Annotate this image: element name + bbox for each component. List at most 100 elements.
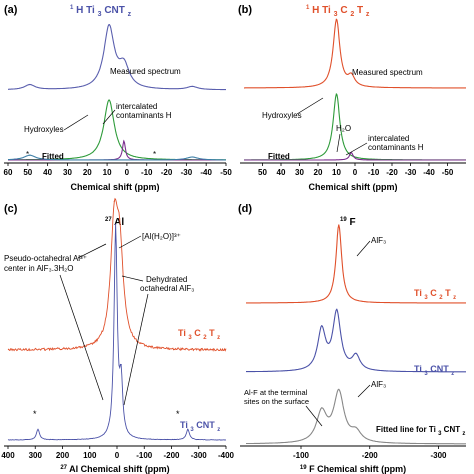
panel-b-annot-fitted: Fitted <box>268 152 290 161</box>
panel-a-xlabel: Chemical shift (ppm) <box>70 182 159 192</box>
peak-point-c-1-2 <box>119 218 121 220</box>
x-tick-label-c-7: -300 <box>191 451 208 460</box>
peak-point-a-4-1 <box>29 154 31 156</box>
x-tick-label-a-7: -10 <box>141 168 153 177</box>
series-label-d-ti3c2tz-e: T <box>445 288 451 298</box>
panel-b-annot-intercalated: intercalated <box>368 134 409 143</box>
peak-point-d-3-1 <box>321 407 323 409</box>
x-tick-label-a-9: -30 <box>181 168 193 177</box>
panel-c-title: 27 Al <box>105 213 124 228</box>
panel-c: 27 Al 400 300 200 100 0 -100 -200 -300 -400 27 A… <box>1 197 235 474</box>
x-tick-label-a-1: 50 <box>23 168 32 177</box>
panel-a-title-mid: CNT <box>104 5 125 16</box>
peak-point-d-3-2 <box>338 388 340 390</box>
x-tick-label-b-7: -20 <box>386 168 398 177</box>
panel-d-xlabel: 19 F Chemical shift (ppm) <box>300 461 406 474</box>
x-tick-label-c-3: 100 <box>83 451 97 460</box>
x-tick-label-b-5: 0 <box>353 168 358 177</box>
series-label-c-ti3c2tz-b: 3 <box>188 335 192 341</box>
x-tick-label-d-0: -100 <box>293 451 310 460</box>
peak-point-d-3-3 <box>355 426 357 428</box>
panel-label-b: (b) <box>238 4 252 16</box>
series-label-c-ti3c2tz-d: 2 <box>203 335 207 341</box>
peak-point-c-2-3 <box>37 428 39 430</box>
panel-b-title-mid: C <box>340 5 347 16</box>
panel-a-title-sub2: z <box>128 11 132 18</box>
series-label-d-ti3c2tz: Ti 3 C 2 T z <box>414 288 456 301</box>
panel-b-xlabel: Chemical shift (ppm) <box>308 182 397 192</box>
peak-point-d-2-1 <box>321 325 323 327</box>
x-tick-label-b-1: 40 <box>277 168 286 177</box>
series-label-d-ti3cntz: Ti 3 CNT z <box>414 364 454 377</box>
panel-d-fitted-label-sub2: z <box>462 431 465 437</box>
panel-a-annot-star-right: * <box>153 150 156 159</box>
panel-a-annot-contaminants: contaminants H <box>116 111 172 120</box>
peak-point-a-4-2 <box>191 156 193 158</box>
series-label-c-ti3c2tz: Ti 3 C 2 T z <box>178 328 220 341</box>
peak-point-a-3-1 <box>123 140 125 142</box>
panel-a-title-sub: 3 <box>98 11 102 18</box>
series-label-c-ti3c2tz-a: Ti <box>178 328 186 338</box>
panel-c-xlabel: 27 Al Chemical shift (ppm) <box>60 461 169 474</box>
panel-b-title-end: T <box>357 5 363 16</box>
x-tick-label-d-2: -300 <box>430 451 447 460</box>
x-tick-label-a-10: -40 <box>200 168 212 177</box>
panel-b-title: 1 H Ti 3 C 2 T z <box>306 1 370 19</box>
panel-d-alf-arrow <box>305 405 323 427</box>
peak-point-c-2-4 <box>187 428 189 430</box>
x-tick-label-c-2: 200 <box>56 451 70 460</box>
peak-point-a-2-1 <box>108 99 110 101</box>
panel-b-annot-measured: Measured spectrum <box>352 68 423 77</box>
x-tick-label-a-5: 10 <box>103 168 112 177</box>
panel-b-annot-contaminants: contaminants H <box>368 143 424 152</box>
series-label-d-ti3c2tz-b: 3 <box>424 295 428 301</box>
peak-point-a-1-3 <box>29 83 31 86</box>
series-line-a-1 <box>8 24 226 91</box>
x-tick-label-b-10: -50 <box>442 168 454 177</box>
x-tick-label-d-1: -200 <box>362 451 379 460</box>
panel-b-intercalated-arrow <box>345 142 368 156</box>
panel-a-hydroxyles-arrow <box>63 114 89 131</box>
panel-c-dehydrated-arrow-b <box>123 293 149 406</box>
peak-point-c-2-2 <box>120 364 122 366</box>
panel-c-alh2o-arrow <box>118 235 142 249</box>
series-label-c-ti3c2tz-e: T <box>209 328 215 338</box>
panel-c-annot-pseudo1: Pseudo-octahedral Al³⁺ <box>4 254 87 263</box>
panel-a-annot-hydroxyles: Hydroxyles <box>24 125 64 134</box>
series-line-b-3 <box>244 151 466 161</box>
panel-c-title-sup: 27 <box>105 217 112 223</box>
panel-c-annot-dehydrated1: Dehydrated <box>146 275 187 284</box>
panel-c-xlabel-sup: 27 <box>60 465 67 471</box>
x-tick-label-c-5: -100 <box>136 451 153 460</box>
x-tick-label-b-9: -40 <box>423 168 435 177</box>
panel-d-xlabel-sup: 19 <box>300 465 307 471</box>
peak-point-a-1-2 <box>123 58 125 60</box>
x-tick-label-b-0: 50 <box>258 168 267 177</box>
panel-b-hydroxyles-arrow <box>296 97 324 115</box>
panel-c-dehydrated-arrow-a <box>121 275 144 282</box>
panel-a-annot-measured: Measured spectrum <box>110 67 181 76</box>
panel-d-title: 19 F <box>340 213 356 228</box>
panel-c-annot-dehydrated2: octahedral AlF₃ <box>140 284 194 293</box>
x-tick-label-a-3: 30 <box>63 168 72 177</box>
panel-a-title-h: H Ti <box>76 5 95 16</box>
peak-point-b-1-2 <box>350 72 352 74</box>
x-tick-label-a-11: -50 <box>220 168 232 177</box>
x-tick-label-a-0: 60 <box>4 168 13 177</box>
panel-b-title-sub2: 2 <box>350 11 354 18</box>
series-line-b-1 <box>244 18 466 89</box>
x-tick-label-b-6: -10 <box>368 168 380 177</box>
peak-point-a-1-4 <box>191 85 193 87</box>
series-label-d-ti3cntz-b: 3 <box>424 371 428 377</box>
x-tick-label-a-4: 20 <box>83 168 92 177</box>
panel-b-annot-hydroxyles: Hydroxyles <box>262 111 302 120</box>
x-tick-label-b-4: 10 <box>332 168 341 177</box>
series-line-a-4 <box>7 154 226 161</box>
panel-b-h2o-arrow <box>336 133 341 153</box>
series-label-c-ti3c2tz-f: z <box>217 335 220 341</box>
panel-d-title-sup: 19 <box>340 217 347 223</box>
panel-d-annot-alf1: Al-F at the terminal <box>244 388 308 397</box>
panel-d-title-f: F <box>349 217 355 228</box>
x-tick-label-a-6: 0 <box>125 168 130 177</box>
series-label-c-ti3cntz-a: Ti <box>180 420 188 430</box>
